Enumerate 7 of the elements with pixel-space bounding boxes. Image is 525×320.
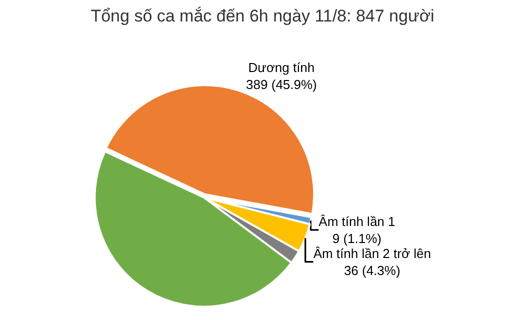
data-label: 9 (1.1%) [332,230,382,246]
chart-title: Tổng số ca mắc đến 6h ngày 11/8: 847 người [90,6,434,26]
slice-label: Dương tính [248,60,315,75]
data-label: 389 (45.9%) [246,76,317,92]
slice-label: Âm tính lần 2 trở lên [313,246,431,261]
data-label: 36 (4.3%) [344,262,400,278]
slice-label: Âm tính lần 1 [318,214,396,229]
